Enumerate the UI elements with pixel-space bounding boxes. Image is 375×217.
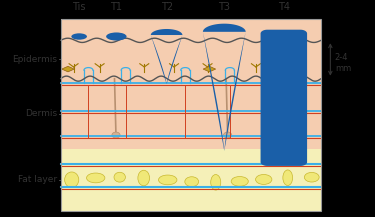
Polygon shape — [203, 66, 216, 72]
Text: Fat layer: Fat layer — [18, 175, 57, 184]
Text: Tis: Tis — [72, 2, 86, 12]
Polygon shape — [62, 66, 74, 72]
Text: 2-4: 2-4 — [335, 53, 348, 62]
Ellipse shape — [64, 172, 79, 187]
Text: T4: T4 — [278, 2, 290, 12]
Text: T1: T1 — [110, 2, 122, 12]
Bar — [60, 19, 321, 211]
Ellipse shape — [224, 132, 232, 138]
Ellipse shape — [138, 170, 150, 186]
Ellipse shape — [304, 173, 319, 182]
Text: T3: T3 — [218, 2, 230, 12]
Bar — [60, 19, 321, 149]
Polygon shape — [203, 24, 246, 151]
Ellipse shape — [231, 177, 248, 186]
Text: mm: mm — [335, 64, 351, 72]
Ellipse shape — [283, 170, 292, 186]
Ellipse shape — [87, 173, 105, 183]
Bar — [60, 149, 321, 211]
Text: T2: T2 — [160, 2, 172, 12]
Text: Dermis: Dermis — [25, 109, 57, 118]
Ellipse shape — [106, 33, 127, 41]
Text: Epidermis: Epidermis — [12, 55, 57, 64]
Ellipse shape — [112, 132, 120, 138]
Ellipse shape — [185, 177, 199, 187]
Ellipse shape — [114, 172, 125, 182]
Ellipse shape — [256, 174, 272, 184]
Polygon shape — [151, 29, 182, 84]
Ellipse shape — [71, 33, 87, 40]
Polygon shape — [261, 30, 307, 166]
Ellipse shape — [211, 174, 221, 190]
Ellipse shape — [159, 175, 177, 185]
